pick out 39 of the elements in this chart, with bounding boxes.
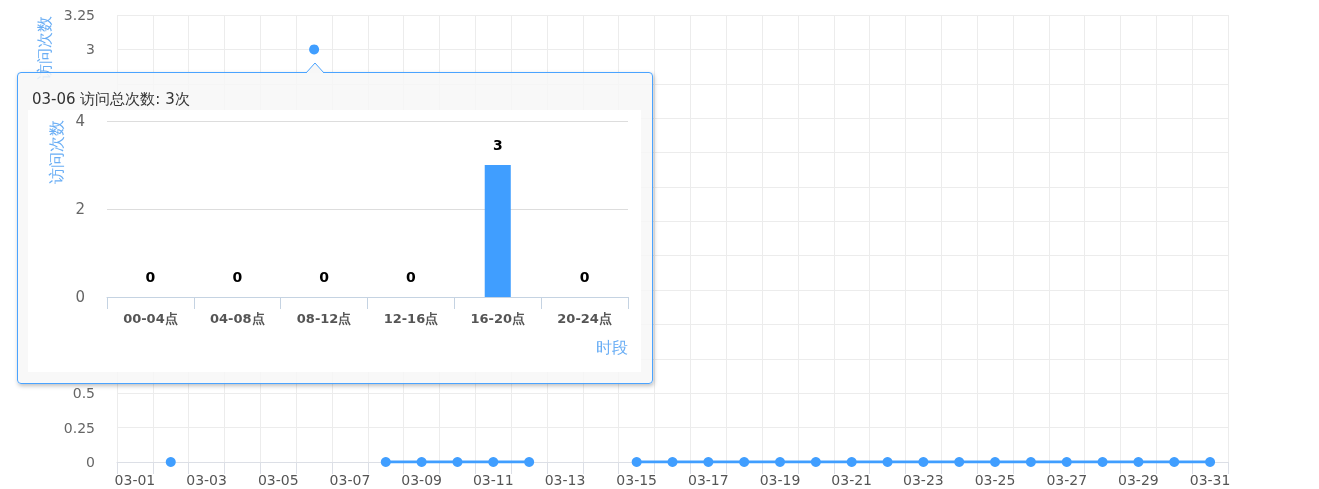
x-tick-label: 03-11 [472,472,514,488]
x-axis-title: 时段 [596,337,628,357]
x-tick-label: 03-27 [1046,472,1088,488]
y-tick-label: 0.5 [72,385,95,402]
data-label: 0 [145,269,156,285]
y-tick-label: 3 [86,41,95,58]
y-tick-label: 3.25 [63,7,95,23]
y-tick-label: 0.25 [63,419,95,436]
data-label: 0 [232,269,243,285]
x-tick-label: 00-04点 [123,311,178,326]
y-tick-label: 0 [86,454,95,470]
x-tick-label: 03-01 [114,472,156,488]
x-tick-label: 03-07 [329,472,371,488]
x-tick-label: 03-09 [401,472,442,488]
x-tick-label: 04-08点 [209,311,265,326]
x-tick-label: 03-19 [759,472,801,488]
y-tick-label: 4 [75,112,85,130]
data-label: 0 [406,269,417,285]
x-tick-label: 08-12点 [296,311,352,326]
x-tick-label: 03-21 [831,472,873,488]
x-tick-label: 16-20点 [470,311,526,326]
x-tick-label: 03-17 [687,472,729,488]
x-tick-label: 03-13 [544,472,586,488]
x-tick-label: 03-03 [186,472,227,488]
x-tick-label: 03-31 [1189,472,1231,488]
x-tick-label: 03-25 [974,472,1016,488]
x-tick-label: 03-29 [1118,472,1159,488]
x-tick-label: 20-24点 [557,311,612,326]
x-tick-label: 03-23 [903,472,944,488]
data-label: 3 [492,137,503,153]
x-tick-label: 12-16点 [383,311,439,326]
y-axis-title: 访问次数 [47,120,67,184]
y-tick-label: 2 [75,200,85,218]
data-label: 0 [319,269,330,285]
x-tick-label: 03-05 [257,472,299,488]
x-tick-label: 03-15 [616,472,658,488]
y-tick-label: 0 [75,288,85,306]
data-label: 0 [579,269,590,285]
chart-title: 03-06 访问总次数: 3次 [32,89,190,108]
